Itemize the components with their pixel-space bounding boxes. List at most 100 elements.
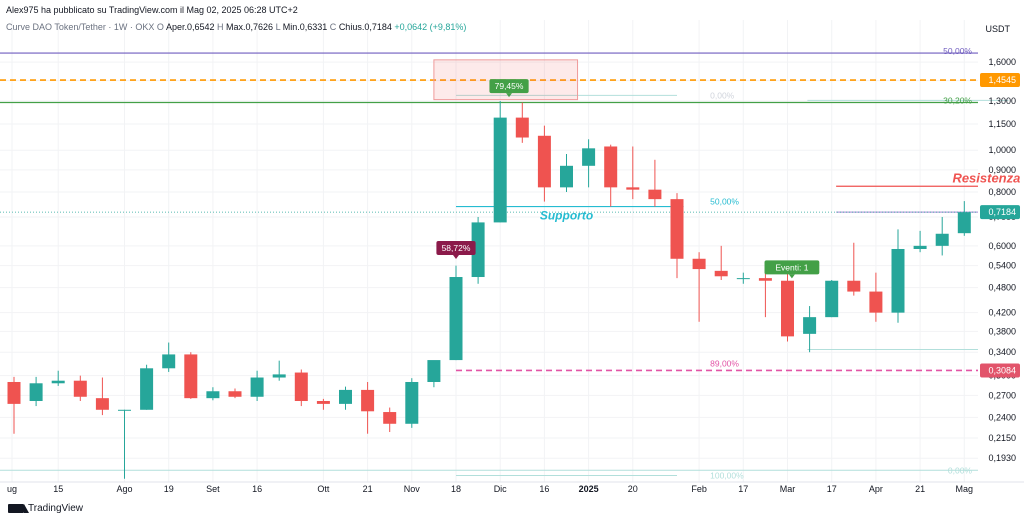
y-tick-label: 0,2700 [988,390,1016,400]
candle-body [736,278,750,280]
y-tick-label: 1,1500 [988,119,1016,129]
callout-box [436,240,476,255]
x-tick-label: Ago [116,484,132,494]
price-tag-label: 1,4545 [988,75,1016,85]
candle-body [162,354,176,369]
fib-level-label: 50,00% [943,46,972,56]
candle-body [405,381,419,424]
price-tag-box [980,363,1020,378]
y-tick-label: 0,5400 [988,261,1016,271]
candle-body [935,233,949,246]
symbol-name: Curve DAO Token/Tether · 1W · OKX [6,22,155,32]
fib-level-label: 0,00% [948,465,973,475]
y-tick-label: 0,2400 [988,412,1016,422]
callout-pointer [453,254,459,259]
x-tick-label: Feb [691,484,707,494]
annotation-label: Resistenza [952,170,1020,185]
x-tick-label: Set [206,484,220,494]
x-tick-label: ug [7,484,17,494]
y-tick-label: 0,2150 [988,433,1016,443]
candle-body [515,117,529,138]
x-tick-label: 21 [363,484,373,494]
candle-body [714,270,728,277]
candle-body [537,135,551,188]
x-tick-label: Mag [956,484,974,494]
currency-label: USDT [985,24,1011,34]
candle-body [648,189,662,200]
x-tick-label: Ott [317,484,330,494]
candle-body [891,248,905,313]
y-tick-label: 1,0000 [988,145,1016,155]
close-value: Chius.0,7184 [338,22,392,32]
candle-body [803,317,817,334]
x-tick-label: 16 [539,484,549,494]
candle-body [228,391,242,397]
candle-body [913,245,927,249]
x-tick-label: 17 [827,484,837,494]
y-tick-label: 0,3400 [988,347,1016,357]
callout-box [489,79,529,94]
candle-body [316,401,330,404]
price-tag-label: 0,3084 [988,365,1016,375]
price-tag-box [980,73,1020,88]
fib-level-label: 100,00% [710,471,744,481]
fib-level-label: 30,20% [943,95,972,105]
fib-level-label: 0,00% [710,90,735,100]
candle-body [493,117,507,223]
y-tick-label: 0,6000 [988,241,1016,251]
candle-body [206,391,220,399]
symbol-ohlc-line: Curve DAO Token/Tether · 1W · OKX O Aper… [6,22,466,32]
y-tick-label: 0,8000 [988,187,1016,197]
x-tick-label: 21 [915,484,925,494]
annotation-label: Supporto [540,209,593,223]
y-tick-label: 0,4200 [988,308,1016,318]
y-tick-label: 0,1930 [988,453,1016,463]
callout-box [764,260,820,275]
y-tick-label: 1,3000 [988,96,1016,106]
candle-body [758,278,772,281]
callout-pointer [506,93,513,98]
callout-label: 58,72% [442,243,471,253]
candle-body [604,146,618,188]
x-tick-label: Apr [869,484,883,494]
candle-body [361,389,375,412]
x-tick-label: 15 [53,484,63,494]
candle-body [7,381,21,404]
x-tick-label: 17 [738,484,748,494]
candle-body [670,199,684,259]
open-label: O [156,22,164,32]
high-value: Max.0,7626 [226,22,274,32]
x-tick-label: Nov [404,484,421,494]
candle-body [427,360,441,382]
candle-body [957,212,971,234]
candle-body [781,280,794,337]
x-tick-label: Mar [780,484,796,494]
candle-body [184,354,198,399]
candle-body [626,187,640,190]
candle-body [449,277,463,361]
candle-body [73,380,87,397]
candle-body [383,412,397,424]
candle-body [51,380,65,384]
branding-text: TradingView [28,503,84,514]
candle-body [471,222,485,278]
open-value: Aper.0,6542 [165,22,215,32]
candle-body [869,291,883,313]
candle-body [29,383,43,402]
price-tag-label: 0,7184 [988,207,1016,217]
candle-body [847,280,861,292]
x-tick-label: 16 [252,484,262,494]
candle-body [250,377,264,397]
close-label: C [329,22,337,32]
x-tick-label: 18 [451,484,461,494]
tradingview-logo-icon [8,504,29,513]
candle-body [95,398,109,410]
y-tick-label: 0,4800 [988,283,1016,293]
y-tick-label: 0,3800 [988,326,1016,336]
low-value: Min.0,6331 [282,22,328,32]
x-tick-label: 20 [628,484,638,494]
tradingview-branding[interactable]: TradingView [8,503,83,514]
y-tick-label: 0,9000 [988,165,1016,175]
